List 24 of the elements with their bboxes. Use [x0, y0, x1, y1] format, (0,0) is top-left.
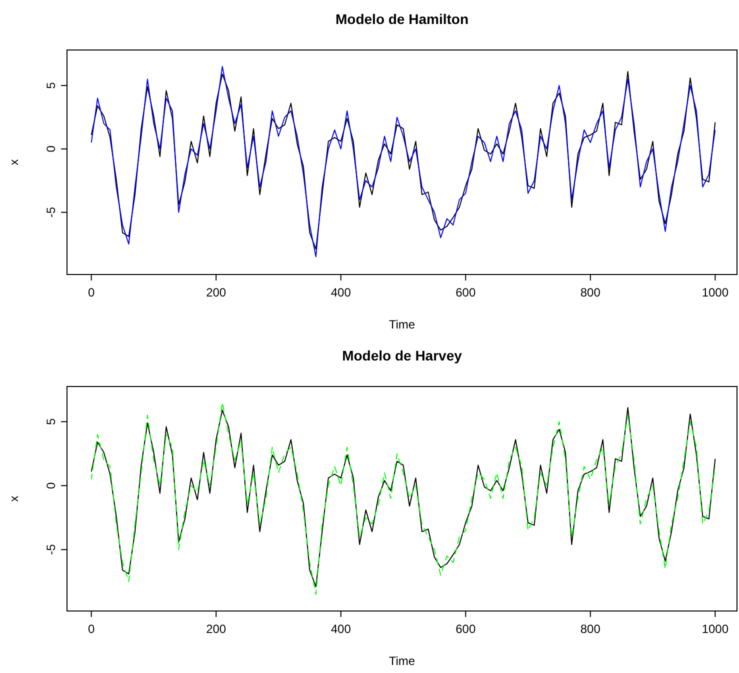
- x-tick-label: 1000: [702, 622, 729, 636]
- y-tick-label: 0: [44, 482, 58, 489]
- x-tick-label: 600: [456, 622, 476, 636]
- x-tick-label: 400: [330, 286, 352, 300]
- x-tick-label: 0: [88, 286, 95, 300]
- x-tick-label: 800: [580, 286, 601, 300]
- y-tick-label: 5: [44, 82, 58, 89]
- y-tick-label: 5: [44, 418, 58, 426]
- y-tick-label: -5: [44, 544, 58, 555]
- x-axis-title: Time: [388, 654, 416, 668]
- y-tick-label: -5: [44, 206, 58, 218]
- x-tick-label: 600: [456, 286, 476, 300]
- x-tick-label: 400: [330, 622, 352, 636]
- x-tick-label: 200: [206, 622, 226, 636]
- x-axis-title: Time: [388, 318, 416, 332]
- y-axis-title: x: [7, 159, 21, 166]
- chart-title: Modelo de Harvey: [342, 348, 462, 364]
- x-tick-label: 0: [88, 622, 95, 636]
- x-tick-label: 200: [206, 286, 226, 300]
- chart-title: Modelo de Hamilton: [336, 11, 468, 27]
- x-tick-label: 1000: [702, 286, 729, 300]
- x-tick-label: 800: [580, 622, 601, 636]
- y-tick-label: 0: [44, 145, 58, 152]
- y-axis-title: x: [7, 496, 21, 502]
